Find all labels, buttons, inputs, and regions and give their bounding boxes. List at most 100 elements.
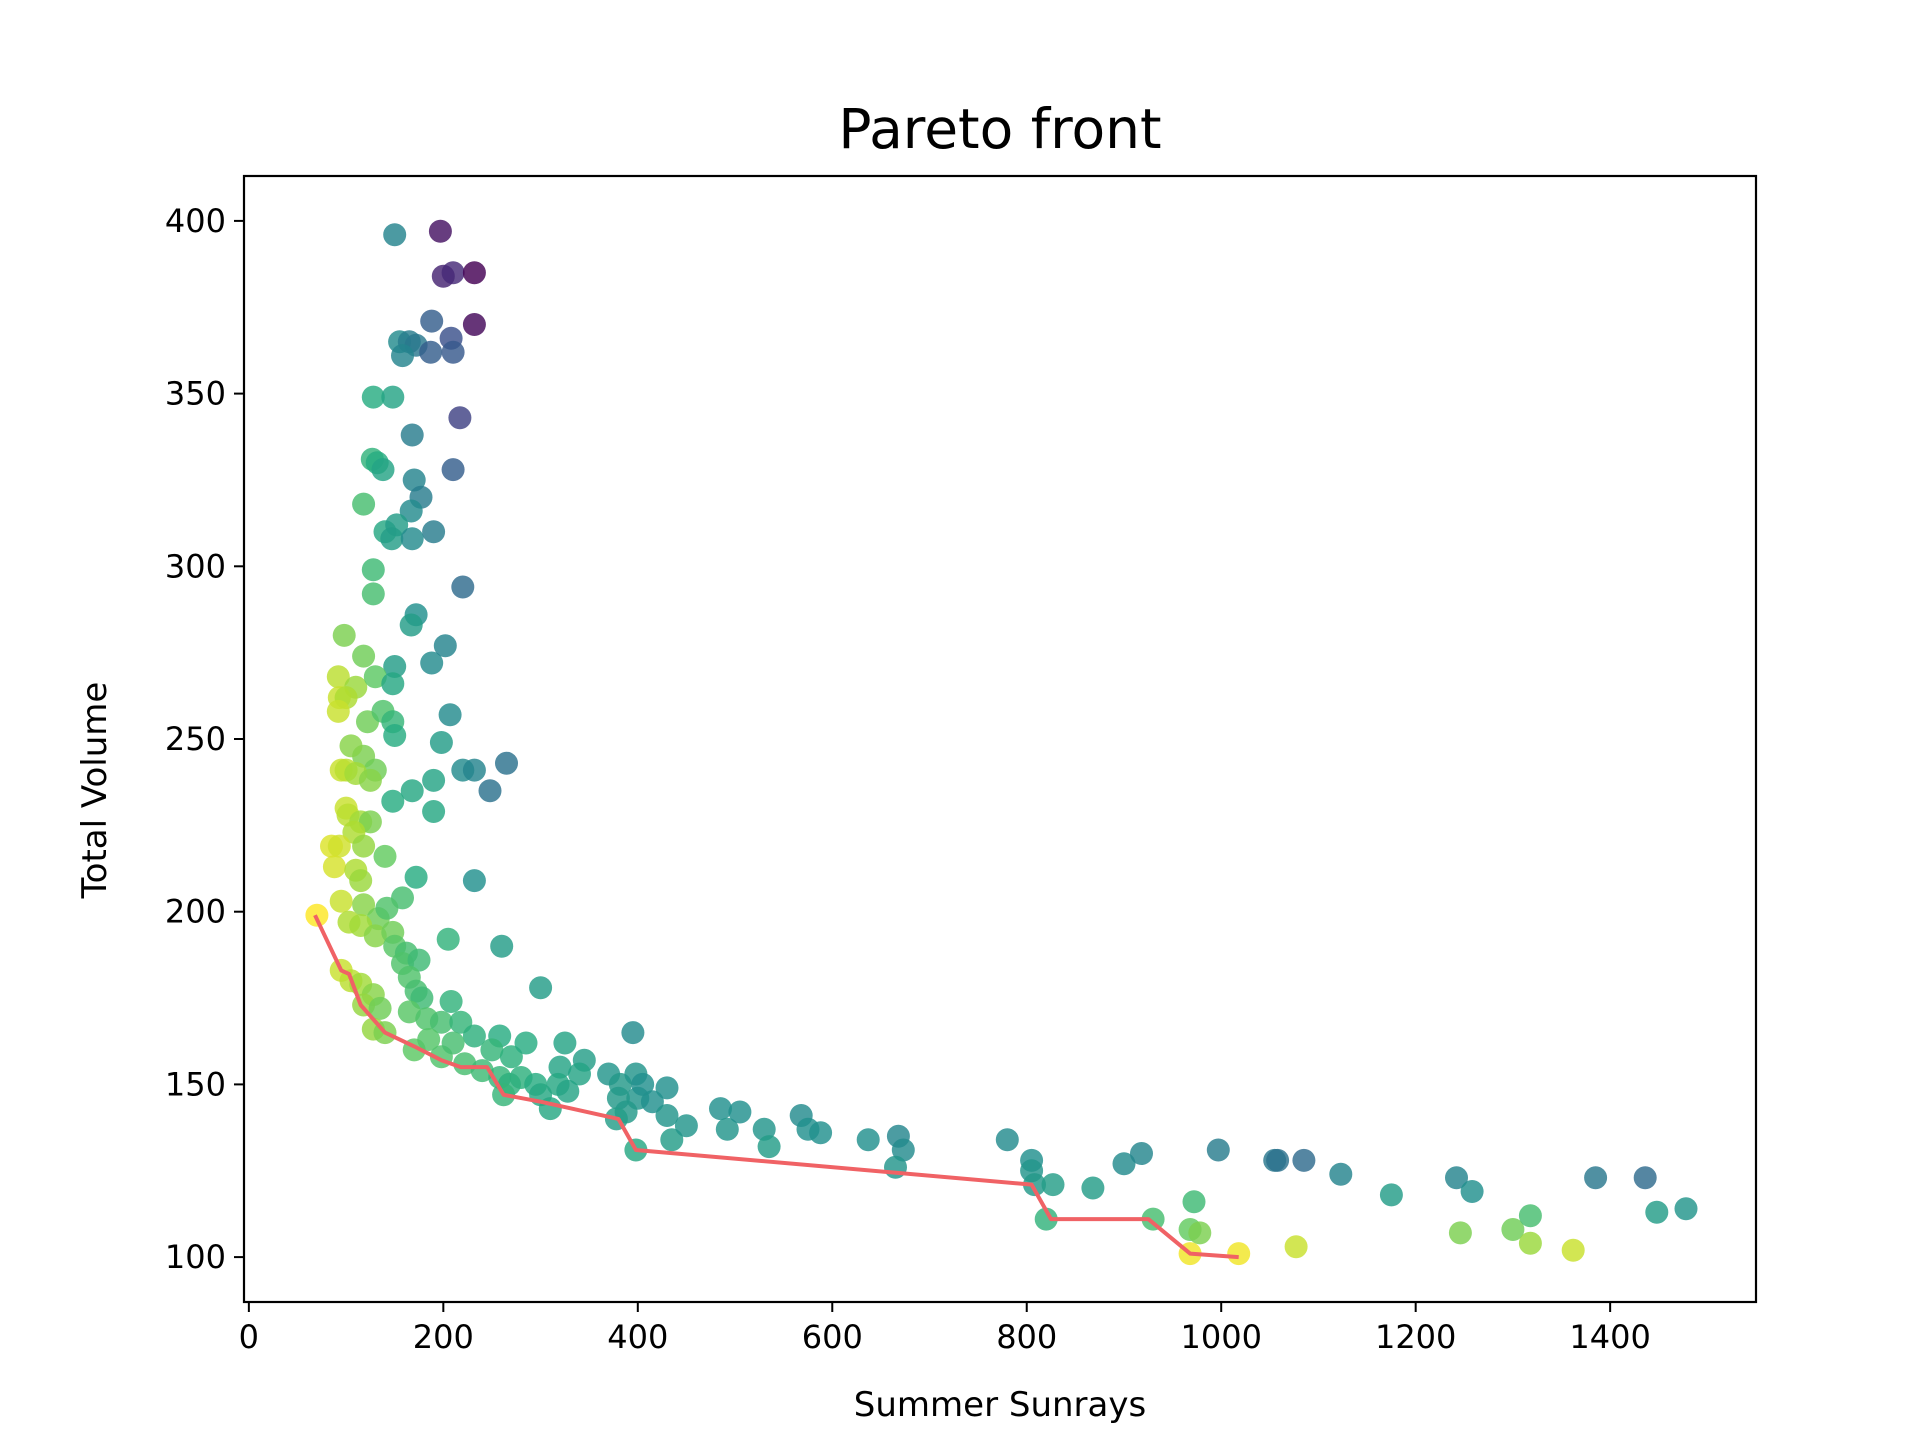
scatter-point	[709, 1097, 732, 1121]
scatter-point	[1329, 1162, 1353, 1186]
y-tick-label: 250	[165, 720, 226, 758]
scatter-point	[383, 223, 407, 247]
scatter-point	[352, 893, 376, 917]
scatter-point	[1633, 1166, 1657, 1190]
scatter-point	[429, 1010, 453, 1034]
scatter-point	[399, 499, 423, 523]
scatter-point	[495, 751, 518, 775]
scatter-point	[400, 527, 424, 551]
scatter-point	[417, 1028, 441, 1051]
scatter-point	[385, 513, 409, 537]
scatter-point	[420, 651, 444, 675]
scatter-point	[1023, 1173, 1046, 1197]
scatter-point	[1112, 1152, 1136, 1176]
scatter-point	[1501, 1218, 1525, 1241]
scatter-point	[375, 896, 399, 920]
scatter-point	[400, 779, 424, 803]
scatter-point	[728, 1100, 752, 1124]
scatter-point	[478, 779, 502, 803]
x-tick-label: 600	[802, 1318, 863, 1356]
frontier-layer	[313, 914, 1239, 1260]
scatter-point	[368, 996, 392, 1020]
scatter-point	[1141, 1207, 1165, 1231]
scatter-point	[433, 634, 457, 658]
scatter-point	[1445, 1166, 1468, 1190]
scatter-point	[1561, 1238, 1585, 1262]
scatter-point	[361, 385, 385, 409]
y-axis-title: Total Volume	[75, 682, 115, 900]
scatter-point	[548, 1055, 572, 1079]
scatter-point	[1379, 1183, 1403, 1207]
scatter-point	[752, 1117, 776, 1141]
x-tick-label: 0	[239, 1318, 259, 1356]
scatter-point	[381, 789, 405, 813]
scatter-point	[995, 1128, 1019, 1152]
scatter-point	[419, 340, 443, 364]
scatter-point	[358, 768, 382, 792]
scatter-point	[441, 1031, 465, 1055]
scatter-point	[329, 889, 353, 913]
scatter-point	[640, 1090, 664, 1114]
scatter-point	[448, 406, 472, 430]
scatter-point	[1284, 1235, 1308, 1259]
scatter-point	[420, 309, 444, 333]
scatter-point	[674, 1114, 698, 1138]
y-tick-label: 300	[165, 547, 226, 585]
scatter-point	[441, 340, 465, 364]
scatter-point	[381, 672, 405, 696]
scatter-point	[655, 1076, 679, 1100]
scatter-point	[441, 261, 465, 285]
scatter-point	[1182, 1190, 1206, 1214]
scatter-point	[322, 855, 346, 879]
x-axis-ticks: 0 200 400 600 800 1000 1200 1400	[239, 1302, 1651, 1356]
scatter-point	[462, 261, 486, 285]
scatter-point	[715, 1117, 739, 1141]
scatter-point	[381, 385, 405, 409]
scatter-point	[451, 575, 475, 599]
scatter-point	[332, 623, 356, 647]
scatter-point	[383, 655, 407, 678]
scatter-point	[1674, 1197, 1698, 1221]
scatter-point	[358, 810, 382, 834]
scatter-point	[1448, 1221, 1472, 1245]
scatter-point	[1041, 1173, 1065, 1197]
scatter-point	[1130, 1142, 1153, 1165]
scatter-point	[1460, 1180, 1484, 1203]
scatter-point	[1206, 1138, 1230, 1162]
scatter-point	[1645, 1200, 1669, 1224]
scatter-point	[568, 1062, 591, 1086]
scatter-point	[361, 558, 385, 582]
scatter-point	[326, 699, 350, 723]
scatter-point	[499, 1045, 523, 1069]
scatter-point	[1034, 1207, 1058, 1231]
x-tick-label: 1400	[1569, 1318, 1650, 1356]
scatter-point	[891, 1138, 915, 1162]
x-tick-label: 400	[607, 1318, 668, 1356]
scatter-point	[757, 1135, 781, 1159]
scatter-point	[397, 1000, 421, 1024]
scatter-point	[429, 731, 453, 754]
scatter-point	[462, 313, 486, 336]
scatter-point	[383, 724, 407, 747]
y-axis-ticks: 100 150 200 250 300 350 400	[165, 202, 244, 1276]
y-tick-label: 200	[165, 893, 226, 931]
scatter-point	[371, 458, 395, 482]
scatter-point	[407, 948, 431, 972]
scatter-point	[439, 990, 463, 1013]
scatter-point	[441, 458, 465, 482]
scatter-point	[399, 613, 423, 637]
pareto-frontier-line	[313, 914, 1239, 1260]
scatter-point	[453, 1052, 477, 1076]
scatter-point	[327, 834, 351, 858]
scatter-point	[391, 344, 414, 368]
scatter-point	[470, 1059, 494, 1083]
scatter-point	[490, 934, 514, 958]
scatter-point	[400, 423, 424, 447]
scatter-point	[422, 520, 446, 544]
scatter-point	[349, 869, 373, 893]
scatter-point	[326, 665, 350, 689]
scatter-point	[462, 869, 486, 893]
scatter-point	[1518, 1204, 1542, 1228]
scatter-point	[339, 734, 363, 758]
